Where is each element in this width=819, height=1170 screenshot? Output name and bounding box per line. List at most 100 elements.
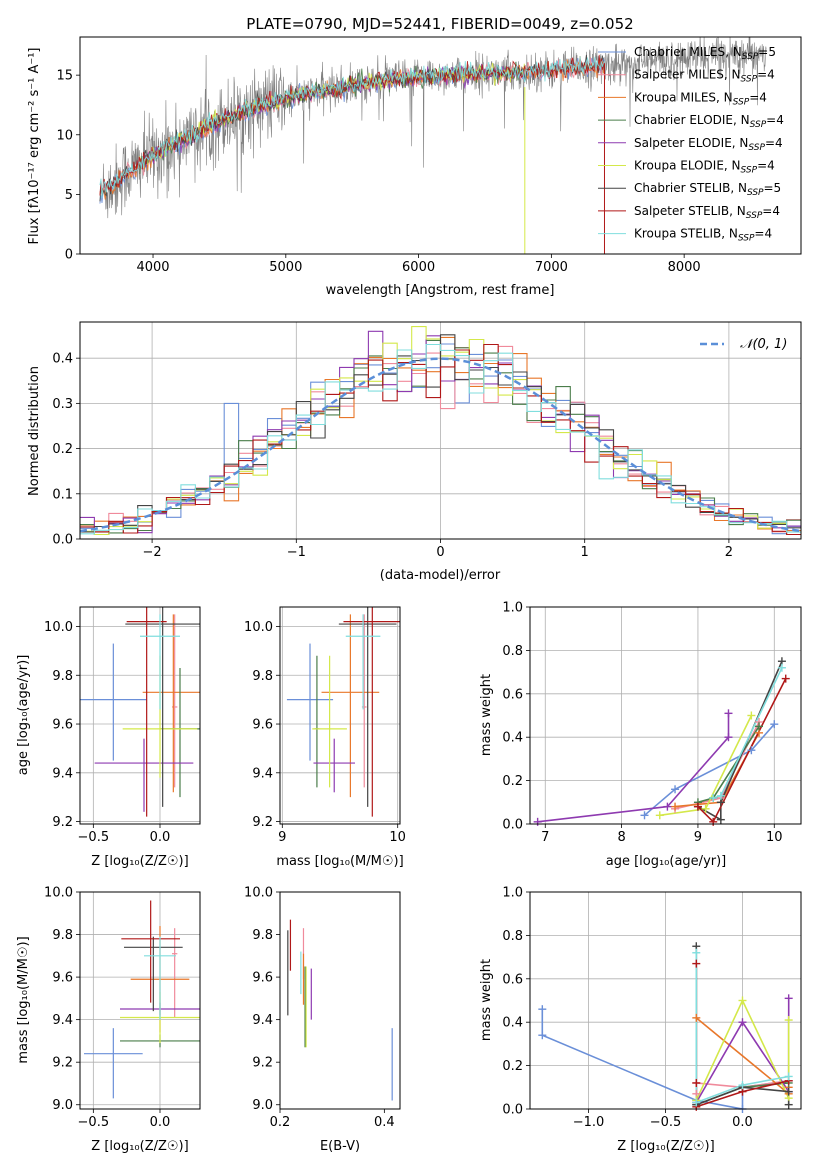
weight-line-kroupa-elodie bbox=[695, 998, 790, 1101]
y-tick-label: 9.6 bbox=[252, 971, 273, 986]
legend-entry: Salpeter ELODIE, NSSP=4 bbox=[634, 136, 783, 153]
y-tick-label: 0.6 bbox=[502, 687, 523, 702]
x-tick-label: 0.2 bbox=[270, 1115, 291, 1130]
axis-frame bbox=[79, 891, 201, 1110]
y-tick-label: 0 bbox=[65, 248, 73, 263]
y-tick-label: 0.4 bbox=[502, 731, 523, 746]
y-axis-label: Normed distribution bbox=[27, 366, 42, 496]
x-axis-label: age [log₁₀(age/yr)] bbox=[606, 854, 727, 869]
axis-frame bbox=[279, 606, 401, 825]
plot-marks bbox=[84, 900, 200, 1099]
y-axis-label: mass weight bbox=[479, 959, 494, 1041]
plot-area bbox=[280, 607, 400, 824]
chart-title: PLATE=0790, MJD=52441, FIBERID=0049, z=0… bbox=[246, 15, 633, 33]
x-tick-label: −1.0 bbox=[573, 1115, 605, 1130]
axis-frame bbox=[79, 36, 802, 255]
y-axis-label: age [log₁₀(age/yr)] bbox=[16, 655, 31, 776]
x-tick-label: 10 bbox=[389, 830, 406, 845]
legend-entry: 𝒩(0, 1) bbox=[740, 337, 787, 352]
plot-marks bbox=[286, 607, 400, 817]
y-tick-label: 9.8 bbox=[252, 928, 273, 943]
y-axis-label: mass [log₁₀(M/M☉)] bbox=[16, 936, 31, 1063]
x-tick-label: 0.4 bbox=[374, 1115, 395, 1130]
y-tick-label: 9.2 bbox=[52, 1056, 73, 1071]
y-tick-label: 9.4 bbox=[252, 1013, 273, 1028]
y-tick-label: 9.6 bbox=[52, 971, 73, 986]
x-axis-label: E(B-V) bbox=[320, 1139, 360, 1154]
x-tick-label: −0.5 bbox=[78, 1115, 110, 1130]
y-tick-label: 0.4 bbox=[52, 352, 73, 367]
x-axis-label: mass [log₁₀(M/M☉)] bbox=[276, 854, 403, 869]
x-tick-label: 0.0 bbox=[732, 1115, 753, 1130]
y-tick-label: 0.6 bbox=[502, 972, 523, 987]
y-tick-label: 1.0 bbox=[502, 601, 523, 616]
plot-marks bbox=[99, 37, 767, 254]
x-tick-label: 8 bbox=[617, 830, 625, 845]
axes-residuals: −2 −1 0 1 2 0.0 0.1 0.2 0.3 0.4 bbox=[52, 321, 802, 560]
x-axis-label: Z [log₁₀(Z/Z☉)] bbox=[91, 854, 188, 869]
x-tick-label: −1 bbox=[287, 545, 306, 560]
weight-line-kroupa-stelib bbox=[695, 952, 789, 1104]
y-tick-label: 9.4 bbox=[252, 766, 273, 781]
x-tick-label: 0 bbox=[436, 545, 444, 560]
axis-frame bbox=[529, 891, 802, 1110]
weight-line-chabrier-miles bbox=[643, 723, 775, 816]
plot-area bbox=[280, 892, 400, 1109]
y-tick-label: 9.6 bbox=[252, 718, 273, 733]
y-axis-label: Flux [fλ10⁻¹⁷ erg cm⁻² s⁻¹ A⁻¹] bbox=[27, 48, 42, 245]
legend-entry: Chabrier STELIB, NSSP=5 bbox=[634, 181, 781, 198]
y-tick-label: 9.4 bbox=[52, 766, 73, 781]
y-tick-label: 0.8 bbox=[502, 929, 523, 944]
plot-marks bbox=[287, 919, 393, 1101]
y-tick-label: 9.8 bbox=[52, 669, 73, 684]
legend-entry: Chabrier ELODIE, NSSP=4 bbox=[634, 113, 784, 130]
residual-histogram-salpeter-stelib bbox=[80, 343, 801, 536]
x-axis-label: (data-model)/error bbox=[380, 568, 501, 583]
y-tick-label: 0.1 bbox=[52, 487, 73, 502]
y-tick-label: 0.0 bbox=[502, 1103, 523, 1118]
weight-line-salpeter-elodie bbox=[537, 713, 730, 823]
axes-age-vs-metallicity: −0.5 0.0 9.2 9.4 9.6 9.8 10.0 bbox=[44, 606, 201, 845]
x-axis-label: wavelength [Angstrom, rest frame] bbox=[326, 283, 555, 298]
axis-frame bbox=[79, 606, 201, 825]
x-tick-label: 10 bbox=[766, 830, 783, 845]
axes-age-vs-mass: 9 10 9.2 9.4 9.6 9.8 10.0 bbox=[244, 606, 406, 845]
y-tick-label: 5 bbox=[65, 188, 73, 203]
x-tick-label: 8000 bbox=[668, 260, 701, 275]
x-axis-label: Z [log₁₀(Z/Z☉)] bbox=[91, 1139, 188, 1154]
axis-frame bbox=[529, 606, 802, 825]
x-tick-label: −0.5 bbox=[650, 1115, 682, 1130]
y-tick-label: 9.8 bbox=[252, 669, 273, 684]
legend-entry: Kroupa ELODIE, NSSP=4 bbox=[634, 159, 775, 176]
x-tick-label: 6000 bbox=[402, 260, 435, 275]
plot-area bbox=[80, 892, 200, 1109]
axes-reddening: 0.2 0.4 9.0 9.2 9.4 9.6 9.8 10.0 bbox=[244, 886, 401, 1130]
axis-frame bbox=[279, 891, 401, 1110]
legend-entry: Kroupa STELIB, NSSP=4 bbox=[634, 227, 772, 244]
y-tick-label: 0.0 bbox=[52, 533, 73, 548]
plot-area bbox=[530, 607, 801, 824]
legend-entry: Salpeter STELIB, NSSP=4 bbox=[634, 204, 780, 221]
y-tick-label: 0.0 bbox=[502, 818, 523, 833]
y-tick-label: 0.4 bbox=[502, 1016, 523, 1031]
axes-spectrum: 4000 5000 6000 7000 8000 0 5 10 15 bbox=[56, 36, 802, 275]
legend-entry: Chabrier MILES, NSSP=5 bbox=[634, 45, 776, 62]
y-tick-label: 10.0 bbox=[244, 886, 273, 901]
y-tick-label: 9.2 bbox=[252, 1056, 273, 1071]
x-tick-label: 0.0 bbox=[150, 830, 171, 845]
x-tick-label: 7 bbox=[541, 830, 549, 845]
y-tick-label: 9.0 bbox=[252, 1098, 273, 1113]
y-tick-label: 9.2 bbox=[252, 815, 273, 830]
x-tick-label: −0.5 bbox=[78, 830, 110, 845]
plot-marks bbox=[80, 607, 200, 817]
y-tick-label: 10 bbox=[56, 128, 73, 143]
axes-mass-weight-vs-metallicity: −1.0 −0.5 0.0 0.0 0.2 0.4 0.6 0.8 1.0 bbox=[502, 886, 802, 1130]
y-tick-label: 15 bbox=[56, 69, 73, 84]
y-tick-label: 1.0 bbox=[502, 886, 523, 901]
x-tick-label: 5000 bbox=[269, 260, 302, 275]
x-tick-label: 9 bbox=[694, 830, 702, 845]
y-tick-label: 0.2 bbox=[502, 1059, 523, 1074]
axis-frame bbox=[79, 321, 802, 540]
y-tick-label: 10.0 bbox=[44, 886, 73, 901]
